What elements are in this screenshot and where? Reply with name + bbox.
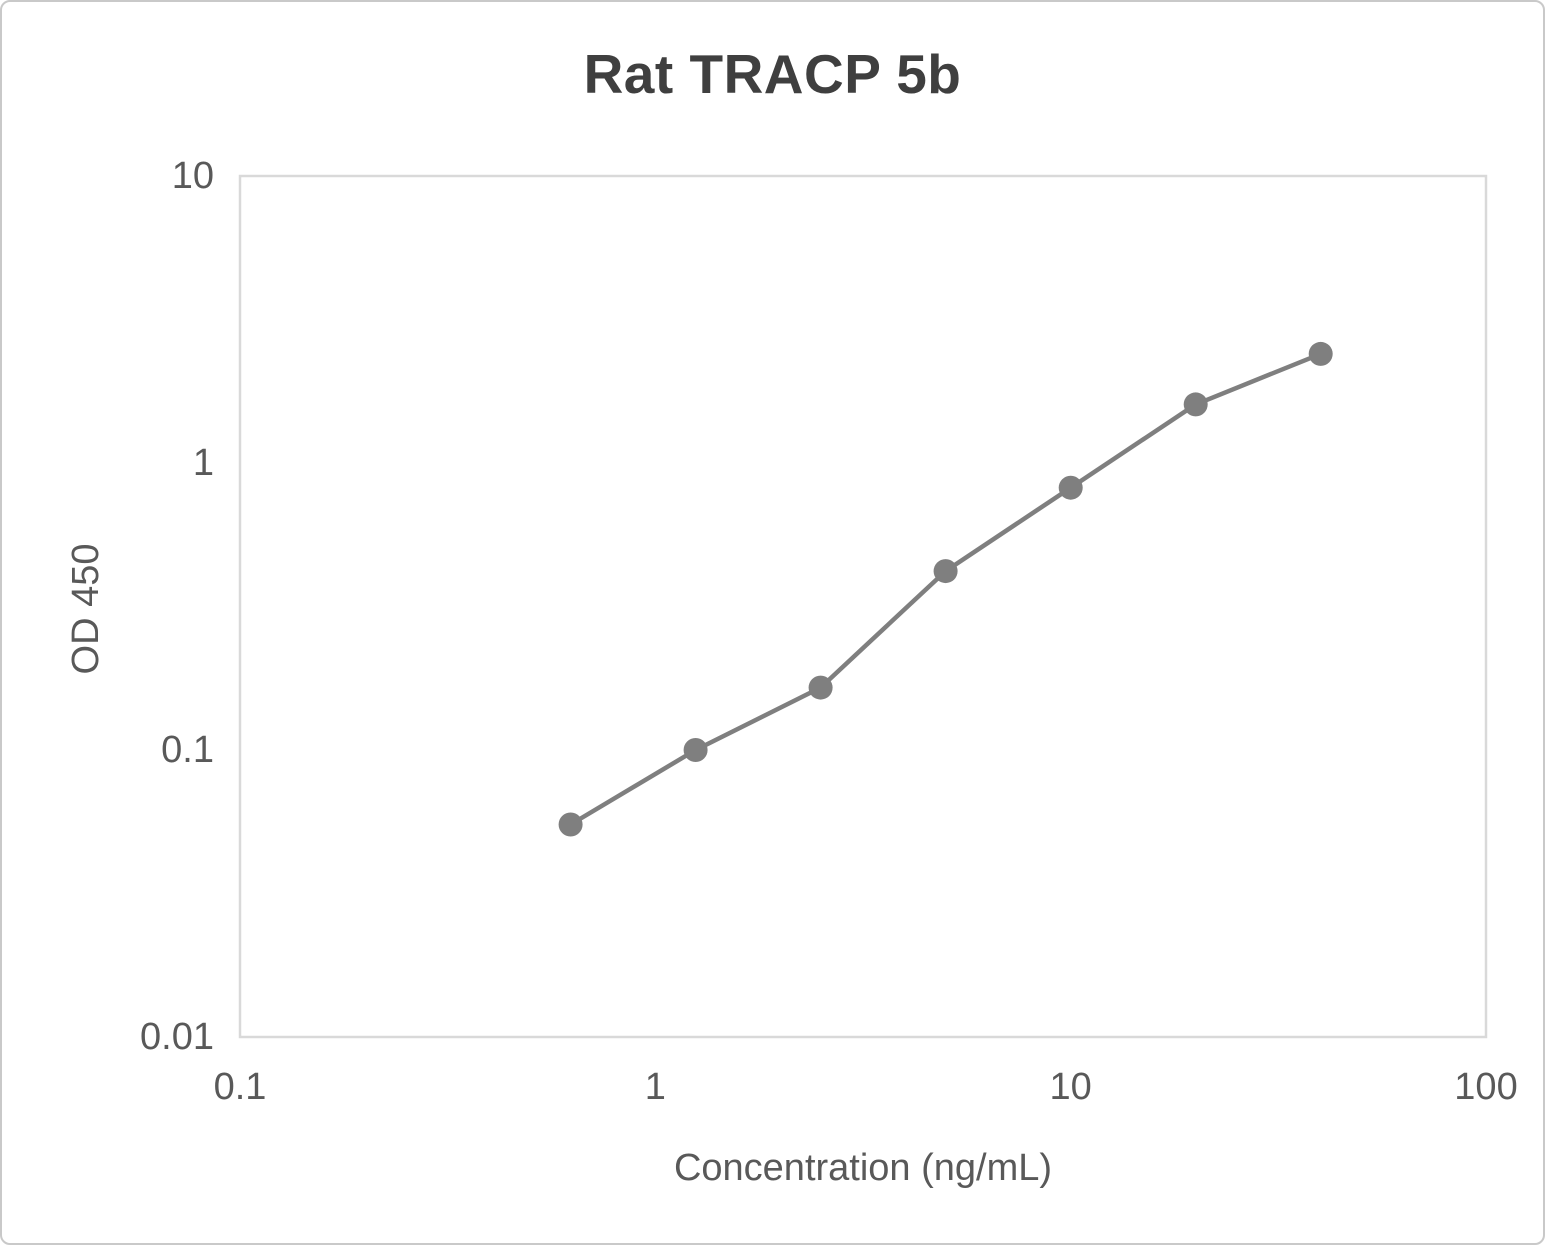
data-point-marker bbox=[1183, 392, 1208, 417]
data-point-marker bbox=[933, 559, 958, 584]
y-axis-title: OD 450 bbox=[65, 543, 107, 675]
data-point-marker bbox=[683, 738, 708, 762]
x-tick-label: 100 bbox=[1454, 1066, 1518, 1108]
series-line bbox=[568, 351, 1323, 827]
plot-border bbox=[238, 174, 1488, 1039]
x-tick-label: 1 bbox=[644, 1066, 666, 1108]
x-tick-label: 0.1 bbox=[213, 1066, 267, 1108]
x-tick-label: 10 bbox=[1049, 1066, 1092, 1108]
data-point-marker bbox=[1308, 341, 1333, 366]
data-point-marker bbox=[1058, 475, 1083, 500]
y-tick-label: 1 bbox=[192, 442, 214, 484]
y-tick-label: 0.01 bbox=[140, 1016, 214, 1058]
y-tick-label: 0.1 bbox=[161, 729, 214, 771]
x-axis-title: Concentration (ng/mL) bbox=[673, 1147, 1053, 1189]
chart-title: Rat TRACP 5b bbox=[583, 43, 962, 105]
data-point-marker bbox=[558, 812, 583, 837]
data-point-marker bbox=[808, 675, 833, 700]
y-tick-label: 10 bbox=[171, 155, 214, 197]
